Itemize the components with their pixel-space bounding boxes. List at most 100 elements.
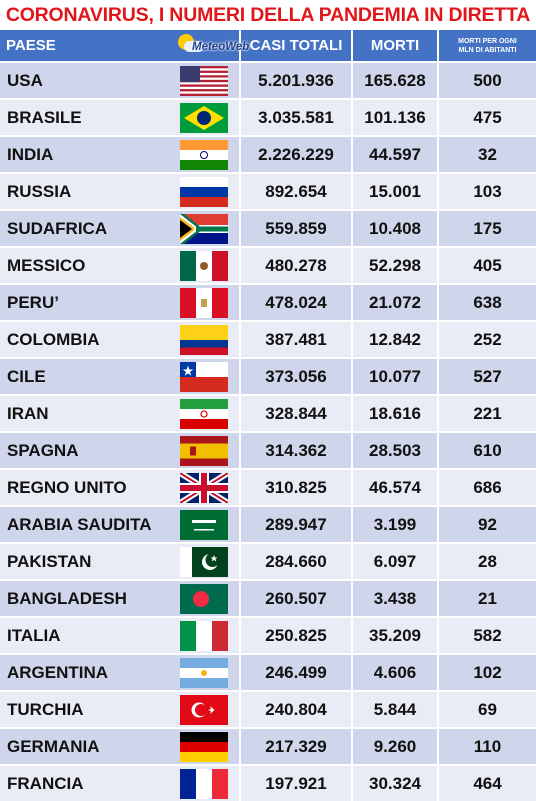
flag-cell — [168, 209, 241, 247]
deaths-per-million: 221 — [438, 394, 536, 432]
mexico-flag-icon — [179, 250, 228, 281]
pandemic-table: PAESE MeteoWeb CASI TOTALI MORTI MORTI P… — [0, 30, 536, 801]
table-row: IRAN 328.844 18.616 221 — [0, 394, 536, 432]
deaths-per-million: 464 — [438, 764, 536, 801]
header-deaths-per-million: MORTI PER OGNI MLN DI ABITANTI — [438, 30, 536, 62]
table-row: BANGLADESH 260.507 3.438 21 — [0, 579, 536, 617]
deaths-per-million: 32 — [438, 135, 536, 173]
country-name: BANGLADESH — [0, 579, 168, 617]
flag-cell — [168, 394, 241, 432]
deaths: 3.438 — [352, 579, 439, 617]
flag-cell — [168, 320, 241, 358]
flag-cell — [168, 98, 241, 136]
total-cases: 250.825 — [240, 616, 353, 654]
total-cases: 3.035.581 — [240, 98, 353, 136]
total-cases: 260.507 — [240, 579, 353, 617]
deaths-per-million: 28 — [438, 542, 536, 580]
page-title: CORONAVIRUS, I NUMERI DELLA PANDEMIA IN … — [0, 0, 536, 30]
deaths: 35.209 — [352, 616, 439, 654]
deaths-per-million: 92 — [438, 505, 536, 543]
flag-cell — [168, 468, 241, 506]
uk-flag-icon — [179, 472, 228, 503]
country-name: USA — [0, 61, 168, 99]
deaths-per-million: 582 — [438, 616, 536, 654]
total-cases: 480.278 — [240, 246, 353, 284]
peru-flag-icon — [179, 287, 228, 318]
table-row: GERMANIA 217.329 9.260 110 — [0, 727, 536, 765]
total-cases: 240.804 — [240, 690, 353, 728]
country-name: PAKISTAN — [0, 542, 168, 580]
flag-cell — [168, 357, 241, 395]
table-row: ITALIA 250.825 35.209 582 — [0, 616, 536, 654]
flag-cell — [168, 283, 241, 321]
germany-flag-icon — [179, 731, 228, 762]
country-name: CILE — [0, 357, 168, 395]
country-name: REGNO UNITO — [0, 468, 168, 506]
deaths-per-million: 405 — [438, 246, 536, 284]
table-row: ARABIA SAUDITA 289.947 3.199 92 — [0, 505, 536, 543]
flag-cell — [168, 431, 241, 469]
cloud-icon — [184, 41, 204, 52]
logo-text: MeteoWeb — [192, 41, 250, 53]
table-row: MESSICO 480.278 52.298 405 — [0, 246, 536, 284]
flag-cell — [168, 727, 241, 765]
flag-cell — [168, 505, 241, 543]
country-name: ARABIA SAUDITA — [0, 505, 168, 543]
deaths: 30.324 — [352, 764, 439, 801]
country-name: BRASILE — [0, 98, 168, 136]
flag-cell — [168, 61, 241, 99]
deaths-per-million: 102 — [438, 653, 536, 691]
deaths: 44.597 — [352, 135, 439, 173]
deaths-per-million: 103 — [438, 172, 536, 210]
deaths-per-million: 252 — [438, 320, 536, 358]
country-name: COLOMBIA — [0, 320, 168, 358]
total-cases: 284.660 — [240, 542, 353, 580]
header-deaths: MORTI — [352, 30, 439, 62]
deaths: 6.097 — [352, 542, 439, 580]
header-logo-cell: MeteoWeb — [168, 30, 249, 62]
total-cases: 373.056 — [240, 357, 353, 395]
table-row: USA 5.201.936 165.628 500 — [0, 61, 536, 99]
bangladesh-flag-icon — [179, 583, 228, 614]
country-name: RUSSIA — [0, 172, 168, 210]
deaths-per-million: 69 — [438, 690, 536, 728]
deaths: 46.574 — [352, 468, 439, 506]
header-rate-line1: MORTI PER OGNI — [458, 37, 517, 45]
deaths-per-million: 686 — [438, 468, 536, 506]
deaths: 9.260 — [352, 727, 439, 765]
us-flag-icon — [179, 65, 228, 96]
flag-cell — [168, 542, 241, 580]
country-name: ARGENTINA — [0, 653, 168, 691]
table-body: USA 5.201.936 165.628 500 BRASILE 3.035.581 10… — [0, 61, 536, 801]
total-cases: 5.201.936 — [240, 61, 353, 99]
chile-flag-icon — [179, 361, 228, 392]
deaths: 5.844 — [352, 690, 439, 728]
russia-flag-icon — [179, 176, 228, 207]
deaths-per-million: 500 — [438, 61, 536, 99]
deaths: 165.628 — [352, 61, 439, 99]
brazil-flag-icon — [179, 102, 228, 133]
italy-flag-icon — [179, 620, 228, 651]
flag-cell — [168, 579, 241, 617]
flag-cell — [168, 653, 241, 691]
total-cases: 197.921 — [240, 764, 353, 801]
south-africa-flag-icon — [179, 213, 228, 244]
deaths-per-million: 638 — [438, 283, 536, 321]
deaths-per-million: 21 — [438, 579, 536, 617]
country-name: MESSICO — [0, 246, 168, 284]
spain-flag-icon — [179, 435, 228, 466]
flag-cell — [168, 172, 241, 210]
total-cases: 217.329 — [240, 727, 353, 765]
country-name: INDIA — [0, 135, 168, 173]
total-cases: 478.024 — [240, 283, 353, 321]
colombia-flag-icon — [179, 324, 228, 355]
deaths: 12.842 — [352, 320, 439, 358]
flag-cell — [168, 616, 241, 654]
header-country: PAESE — [0, 30, 168, 62]
header-cases: CASI TOTALI — [240, 30, 353, 62]
deaths: 52.298 — [352, 246, 439, 284]
country-name: IRAN — [0, 394, 168, 432]
table-row: REGNO UNITO 310.825 46.574 686 — [0, 468, 536, 506]
country-name: SPAGNA — [0, 431, 168, 469]
